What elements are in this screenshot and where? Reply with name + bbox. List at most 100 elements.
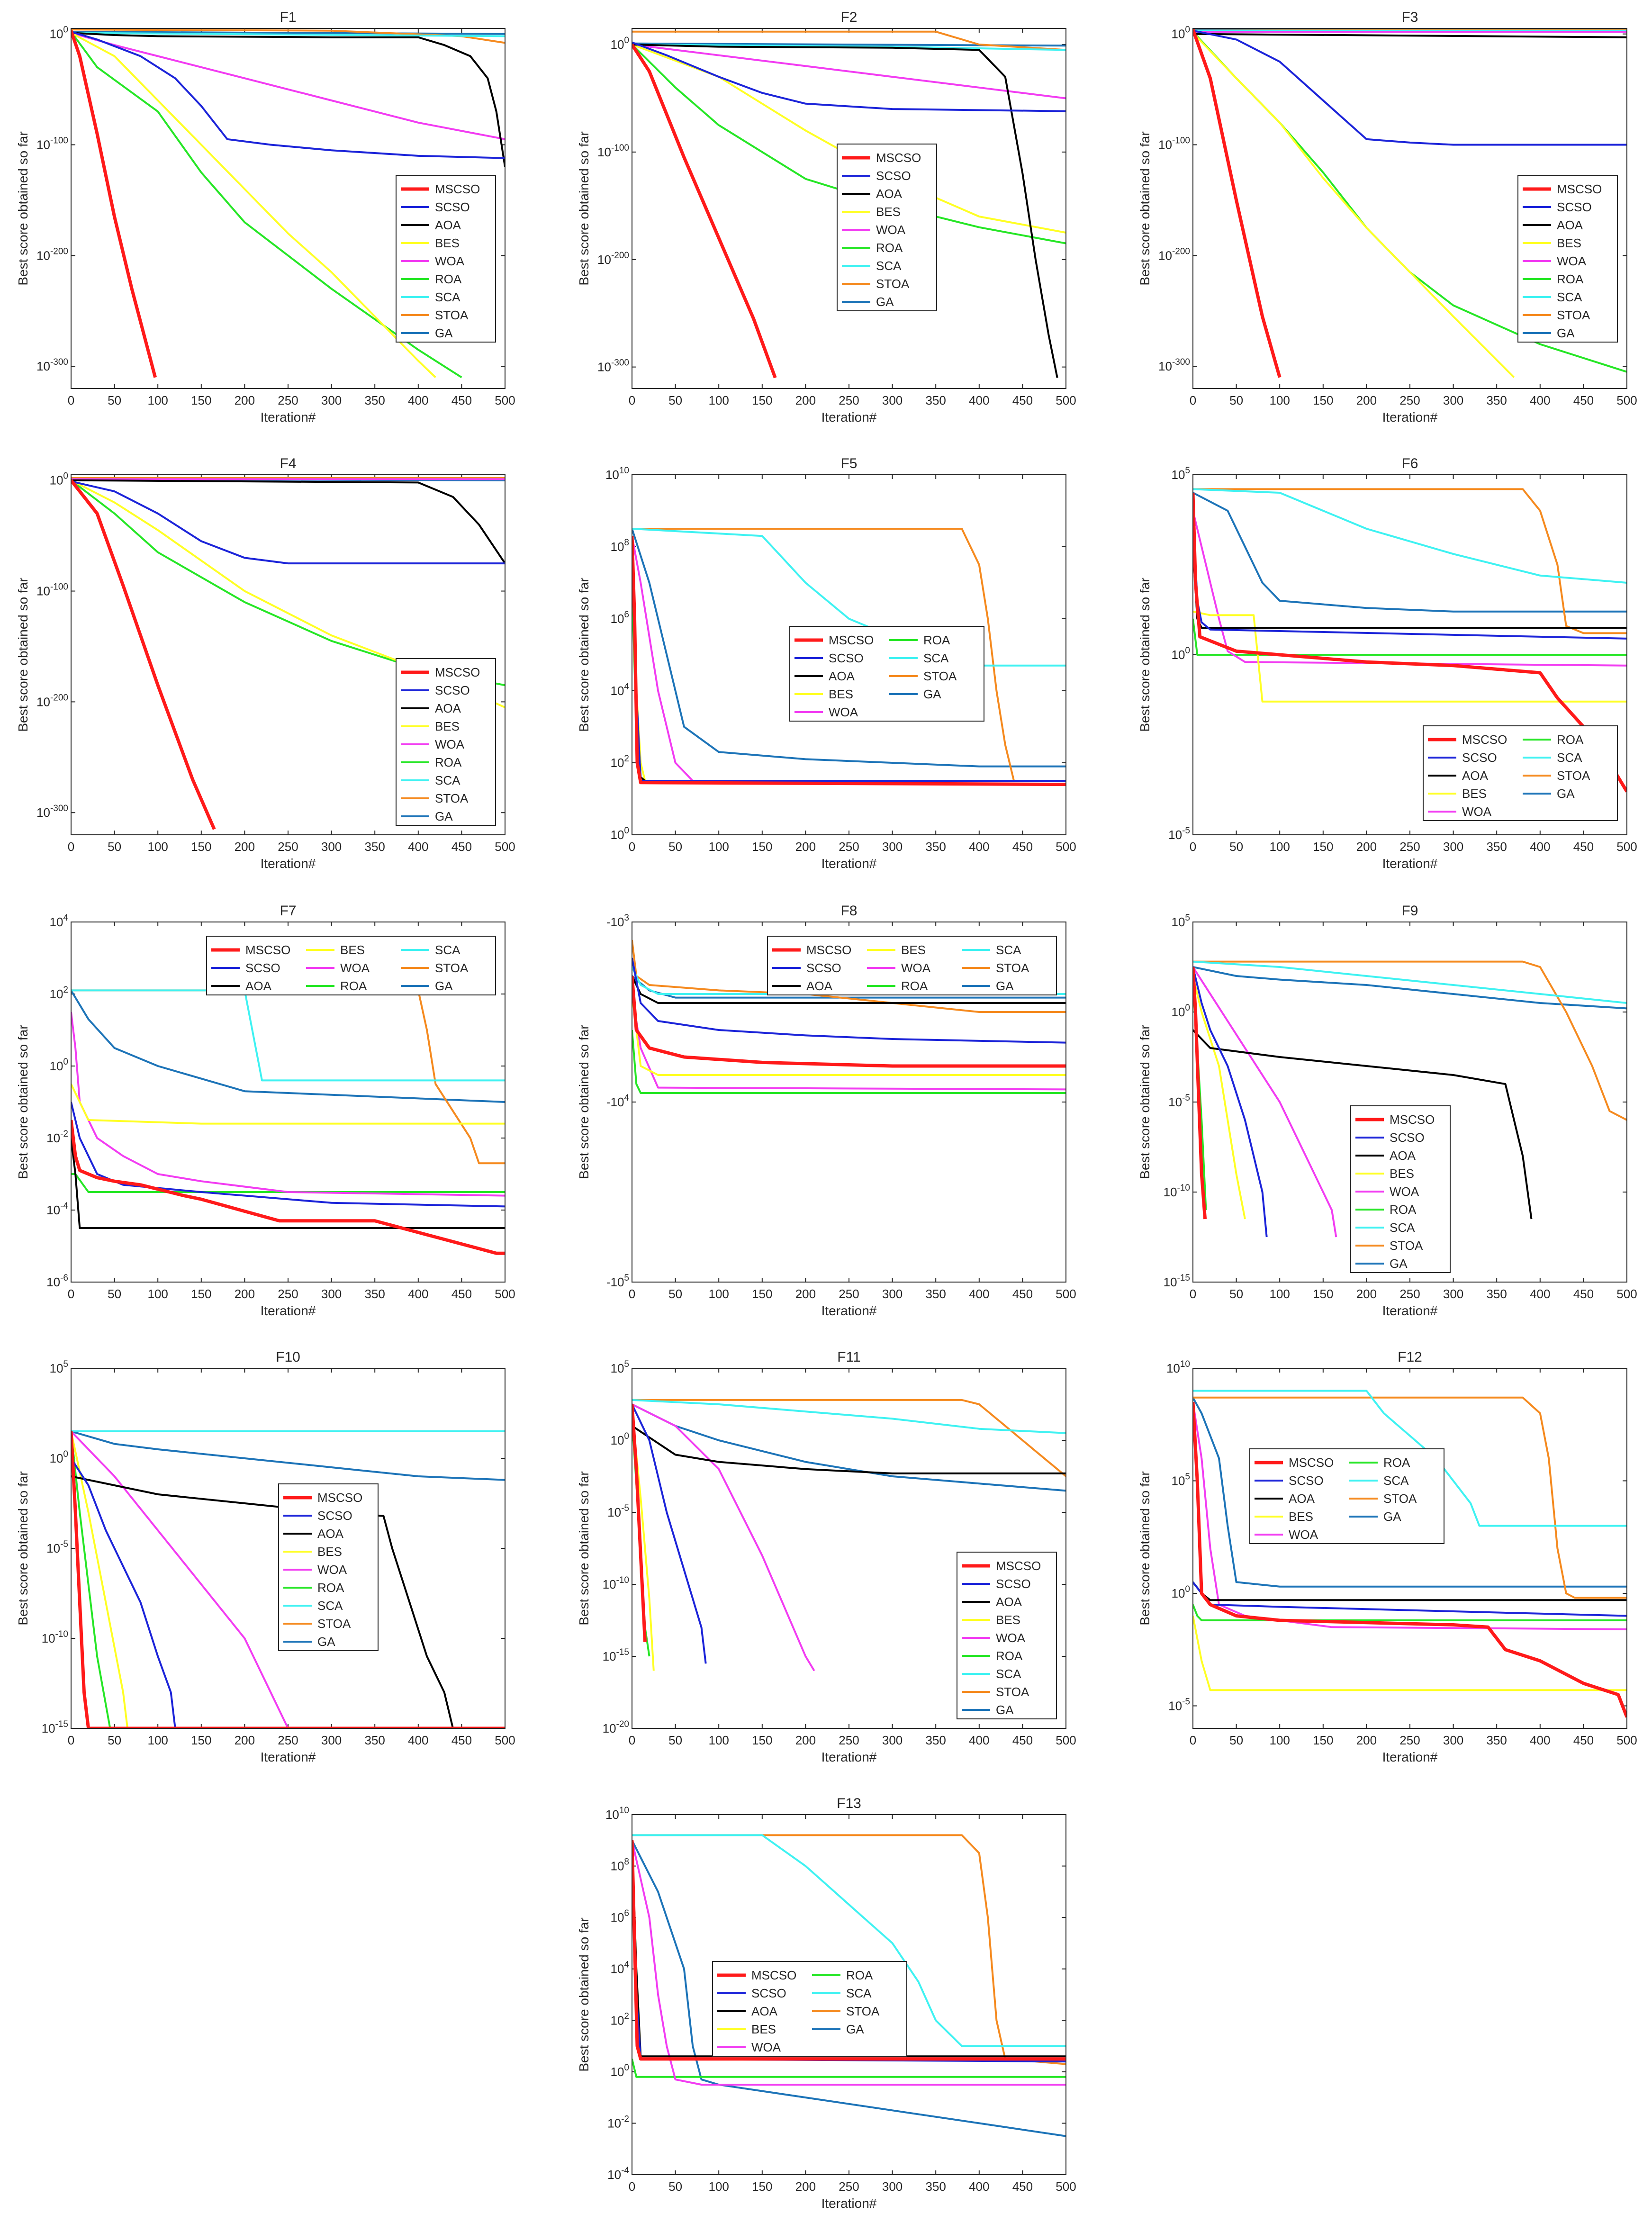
legend-label-sca: SCA xyxy=(435,290,460,304)
series-line-sca xyxy=(632,1834,1066,2047)
x-tick-label: 250 xyxy=(839,2179,859,2194)
legend-label-aoa: AOA xyxy=(829,669,855,683)
x-tick-label: 350 xyxy=(1487,1287,1507,1301)
x-tick-label: 450 xyxy=(451,1733,472,1747)
legend-label-aoa: AOA xyxy=(435,218,461,232)
series-line-stoa xyxy=(632,30,1066,51)
legend-label-scso: SCSO xyxy=(1289,1473,1324,1488)
legend-label-mscso: MSCSO xyxy=(317,1491,362,1505)
legend-label-scso: SCSO xyxy=(245,961,280,975)
y-tick-label: 105 xyxy=(50,1359,69,1375)
legend-label-ga: GA xyxy=(846,2022,864,2036)
y-tick-label: 10-5 xyxy=(607,1503,629,1519)
legend-label-bes: BES xyxy=(1557,236,1581,250)
plot-frame xyxy=(1192,28,1627,389)
x-tick-label: 200 xyxy=(1356,840,1377,854)
x-tick-label: 150 xyxy=(752,1287,772,1301)
series-line-bes xyxy=(1193,32,1515,379)
x-tick-label: 150 xyxy=(191,840,211,854)
series-line-ga xyxy=(1193,966,1627,1010)
x-tick-label: 0 xyxy=(629,393,635,407)
legend-label-sca: SCA xyxy=(435,943,460,957)
x-tick-label: 250 xyxy=(839,1733,859,1747)
series-line-scso xyxy=(632,41,1066,112)
y-tick-label: 100 xyxy=(50,25,69,41)
x-axis-label: Iteration# xyxy=(1382,1750,1438,1764)
legend-label-aoa: AOA xyxy=(1557,218,1583,232)
y-tick-label: 10-15 xyxy=(42,1719,68,1735)
x-tick-label: 200 xyxy=(795,2179,816,2194)
plot-frame xyxy=(632,474,1066,835)
series-line-mscso xyxy=(632,1840,1066,2061)
legend-label-bes: BES xyxy=(435,719,460,733)
series-line-sca xyxy=(1193,960,1627,1004)
x-tick-label: 350 xyxy=(1487,840,1507,854)
x-tick-label: 300 xyxy=(321,1287,342,1301)
x-tick-label: 250 xyxy=(839,840,859,854)
series-group xyxy=(1193,960,1627,1238)
x-tick-label: 0 xyxy=(629,2179,635,2194)
series-line-stoa xyxy=(1193,960,1627,1121)
legend-label-aoa: AOA xyxy=(245,979,272,993)
x-tick-label: 500 xyxy=(1056,393,1076,407)
series-line-sca xyxy=(71,989,505,1082)
series-line-ga xyxy=(632,1840,1066,2137)
x-tick-label: 450 xyxy=(1573,393,1594,407)
x-tick-label: 500 xyxy=(495,1733,515,1747)
y-axis-label: Best score obtained so far xyxy=(1137,131,1152,285)
legend-label-sca: SCA xyxy=(1557,750,1582,765)
y-axis-label: Best score obtained so far xyxy=(577,1917,591,2071)
legend-label-aoa: AOA xyxy=(751,2004,778,2018)
x-tick-label: 0 xyxy=(1190,840,1196,854)
x-tick-label: 50 xyxy=(108,1733,121,1747)
x-tick-label: 50 xyxy=(668,1287,682,1301)
series-line-mscso xyxy=(71,30,157,378)
y-tick-label: 10-5 xyxy=(1168,1697,1190,1713)
legend-label-bes: BES xyxy=(317,1545,342,1559)
chart-f13: F13 0 50 100 150 200 250 300 350 400 450 500 10-4 10-… xyxy=(577,1796,1076,2211)
x-axis-label: Iteration# xyxy=(821,1303,877,1318)
series-line-roa xyxy=(632,2059,1066,2078)
series-line-aoa xyxy=(71,479,505,564)
legend-label-stoa: STOA xyxy=(317,1617,351,1631)
y-tick-label: 108 xyxy=(611,538,630,554)
x-tick-label: 450 xyxy=(1012,1733,1033,1747)
legend-label-sca: SCA xyxy=(876,259,902,273)
legend-label-sca: SCA xyxy=(996,943,1021,957)
plot-frame xyxy=(71,1368,506,1729)
series-group xyxy=(632,528,1066,786)
x-tick-label: 300 xyxy=(882,840,903,854)
x-tick-label: 50 xyxy=(108,840,121,854)
legend-label-stoa: STOA xyxy=(996,1685,1029,1699)
y-tick-label: 100 xyxy=(50,1449,69,1465)
y-axis-label: Best score obtained so far xyxy=(16,1471,30,1625)
x-tick-label: 500 xyxy=(495,393,515,407)
legend-label-stoa: STOA xyxy=(1557,308,1590,322)
y-tick-label: 100 xyxy=(611,1431,630,1447)
legend-label-scso: SCSO xyxy=(435,683,470,697)
plot-frame xyxy=(71,922,506,1283)
x-tick-label: 500 xyxy=(1056,1287,1076,1301)
series-line-stoa xyxy=(1193,1396,1627,1599)
x-tick-label: 200 xyxy=(795,1733,816,1747)
x-tick-label: 350 xyxy=(926,1733,946,1747)
legend-box xyxy=(767,936,1057,995)
plot-area xyxy=(1193,1368,1627,1728)
x-tick-label: 150 xyxy=(191,1287,211,1301)
y-tick-label: 104 xyxy=(50,913,69,929)
x-tick-label: 350 xyxy=(365,393,385,407)
x-tick-label: 300 xyxy=(882,2179,903,2194)
legend-label-roa: ROA xyxy=(996,1649,1023,1663)
x-tick-label: 450 xyxy=(1573,1733,1594,1747)
y-tick-label: 100 xyxy=(1172,1003,1191,1019)
legend-label-aoa: AOA xyxy=(1390,1148,1416,1163)
y-tick-label: 10-100 xyxy=(36,582,68,598)
x-tick-label: 400 xyxy=(969,393,989,407)
series-line-ga xyxy=(1193,492,1627,613)
x-tick-label: 150 xyxy=(752,1733,772,1747)
legend-label-ga: GA xyxy=(317,1635,335,1649)
series-line-sca xyxy=(71,32,505,37)
series-line-woa xyxy=(1193,966,1337,1238)
y-tick-label: 1010 xyxy=(605,1806,629,1822)
x-tick-label: 50 xyxy=(108,393,121,407)
